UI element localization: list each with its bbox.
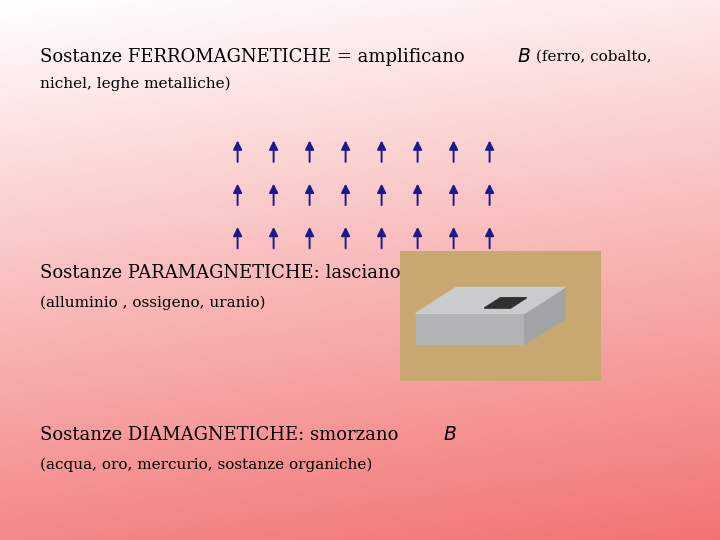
Text: $\mathbf{\mathit{B}}$: $\mathbf{\mathit{B}}$ xyxy=(443,425,456,444)
Text: Sostanze FERROMAGNETICHE = amplificano: Sostanze FERROMAGNETICHE = amplificano xyxy=(40,48,470,66)
Text: (acqua, oro, mercurio, sostanze organiche): (acqua, oro, mercurio, sostanze organich… xyxy=(40,457,372,471)
Text: Sostanze PARAMAGNETICHE: lasciano invariato: Sostanze PARAMAGNETICHE: lasciano invari… xyxy=(40,264,493,282)
Polygon shape xyxy=(525,287,565,345)
Polygon shape xyxy=(415,313,525,345)
Text: Sostanze DIAMAGNETICHE: smorzano: Sostanze DIAMAGNETICHE: smorzano xyxy=(40,426,410,444)
Polygon shape xyxy=(485,298,526,308)
Text: $\mathbf{\mathit{B}}$: $\mathbf{\mathit{B}}$ xyxy=(517,47,531,66)
Text: (alluminio , ossigeno, uranio): (alluminio , ossigeno, uranio) xyxy=(40,295,265,309)
Text: $\mathbf{\mathit{B}}$: $\mathbf{\mathit{B}}$ xyxy=(534,263,548,282)
Text: (ferro, cobalto,: (ferro, cobalto, xyxy=(531,50,652,64)
Polygon shape xyxy=(415,287,565,313)
Text: nichel, leghe metalliche): nichel, leghe metalliche) xyxy=(40,77,230,91)
